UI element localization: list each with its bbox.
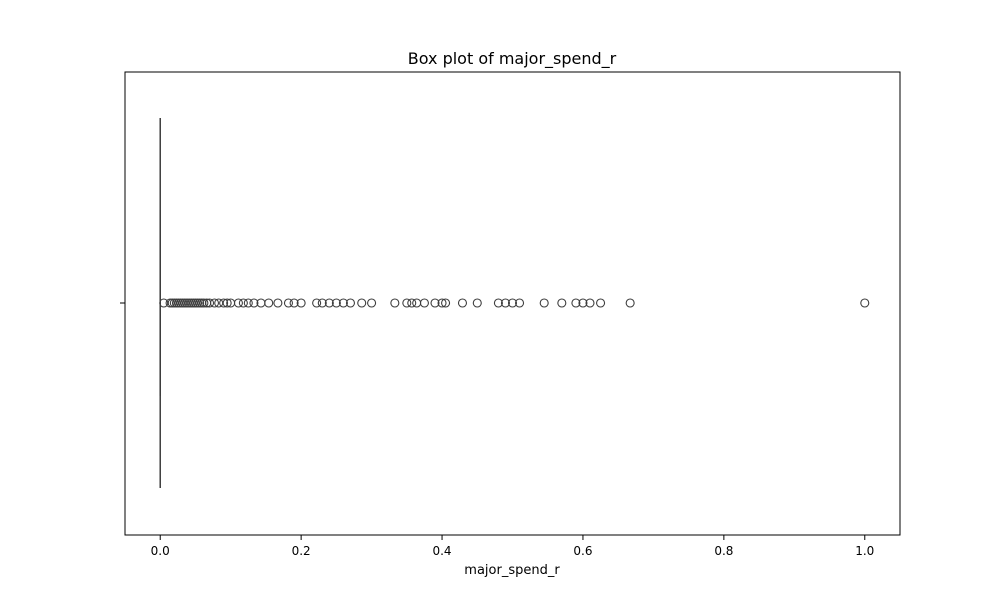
outlier-point xyxy=(557,298,567,308)
x-tick-label: 0.2 xyxy=(292,544,311,558)
outlier-point xyxy=(296,298,306,308)
outlier-point xyxy=(441,298,451,308)
outlier-point xyxy=(243,298,253,308)
outlier-point xyxy=(514,298,525,308)
outlier-point xyxy=(367,298,377,308)
x-tick-label: 0.4 xyxy=(432,544,451,558)
outlier-point xyxy=(585,298,595,308)
outlier-point xyxy=(233,298,243,308)
outlier-point xyxy=(209,298,220,308)
outlier-point xyxy=(273,298,283,308)
outlier-point xyxy=(402,298,412,308)
outlier-point xyxy=(407,298,417,308)
outlier-point xyxy=(219,298,229,308)
x-tick-label: 0.8 xyxy=(714,544,733,558)
outlier-point xyxy=(204,298,215,308)
x-axis: 0.0 0.2 0.4 0.6 0.8 1.0 xyxy=(151,535,874,558)
outlier-point xyxy=(249,298,259,308)
plot-frame xyxy=(124,71,901,536)
outlier-point xyxy=(500,298,511,308)
outlier-point xyxy=(539,298,549,308)
outlier-point xyxy=(437,298,447,308)
outlier-point xyxy=(578,298,588,308)
outlier-point xyxy=(571,298,581,308)
x-tick-label: 1.0 xyxy=(855,544,874,558)
outlier-point xyxy=(390,298,400,308)
x-tick-label: 0.0 xyxy=(151,544,170,558)
outlier-point xyxy=(289,298,299,308)
outlier-point xyxy=(357,298,367,308)
outlier-point xyxy=(317,298,327,308)
outlier-point xyxy=(338,298,348,308)
x-axis-label: major_spend_r xyxy=(464,563,560,578)
outlier-point xyxy=(324,298,334,308)
outlier-point xyxy=(264,298,274,308)
outlier-point xyxy=(412,298,422,308)
outlier-point xyxy=(312,298,322,308)
outlier-point xyxy=(493,298,503,308)
outlier-point xyxy=(457,298,468,308)
chart-title: Box plot of major_spend_r xyxy=(408,49,617,69)
outlier-point xyxy=(625,298,635,308)
outlier-point xyxy=(283,298,294,308)
outlier-point xyxy=(860,298,870,308)
outlier-point xyxy=(199,298,209,308)
outlier-point xyxy=(419,298,429,308)
outlier-point xyxy=(430,298,440,308)
outlier-point xyxy=(345,298,356,308)
plot-area xyxy=(159,118,870,488)
outlier-point xyxy=(472,298,482,308)
outlier-point xyxy=(331,298,341,308)
outlier-point xyxy=(238,298,248,308)
outlier-point xyxy=(222,298,232,308)
x-tick-label: 0.6 xyxy=(573,544,592,558)
outlier-point xyxy=(507,298,518,308)
outlier-point xyxy=(596,298,606,308)
